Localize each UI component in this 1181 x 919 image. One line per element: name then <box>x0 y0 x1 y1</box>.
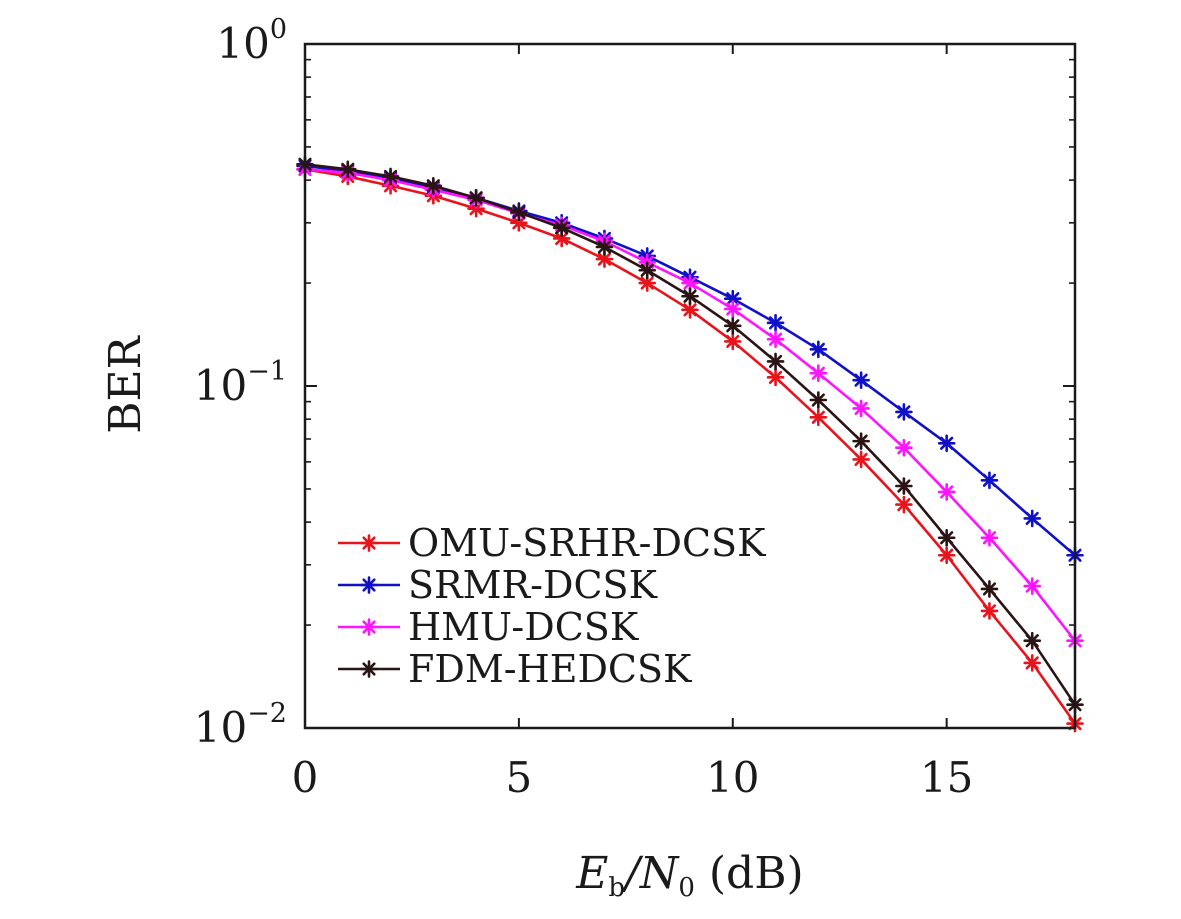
x-tick-label: 5 <box>506 753 533 802</box>
series-omu-srhr-dcsk <box>296 160 1084 733</box>
data-point <box>937 483 956 501</box>
data-point <box>766 368 785 387</box>
legend-label: FDM-HEDCSK <box>408 647 692 691</box>
x-tick-label: 10 <box>706 753 759 802</box>
legend-item: HMU-DCSK <box>338 605 639 649</box>
legend-marker <box>360 576 378 594</box>
data-point <box>980 471 999 490</box>
legend-item: FDM-HEDCSK <box>338 647 692 691</box>
y-ticks: 100 10−1 10−2 <box>194 14 1075 752</box>
data-point <box>809 391 828 409</box>
data-point <box>595 238 614 256</box>
y-axis-label: BER <box>100 334 151 433</box>
data-point <box>723 316 742 335</box>
x-axis-label-tail: (dB) <box>695 848 804 899</box>
data-point <box>1023 631 1042 650</box>
data-point <box>723 300 742 318</box>
data-point <box>809 340 828 359</box>
data-point <box>980 528 999 547</box>
data-point <box>809 408 828 427</box>
x-ticks: 0 5 10 15 <box>292 44 973 802</box>
legend-label: HMU-DCSK <box>408 605 639 649</box>
legend-item: SRMR-DCSK <box>338 563 658 607</box>
data-point <box>980 602 999 620</box>
series-line <box>304 164 1076 557</box>
data-point <box>766 330 785 349</box>
plot-frame <box>303 42 1077 730</box>
data-point <box>381 167 400 186</box>
data-point <box>852 450 870 469</box>
x-axis-label: Eb/N0 (dB) <box>575 848 803 903</box>
data-point <box>852 371 870 389</box>
series-layer <box>296 155 1084 733</box>
data-point <box>766 314 785 332</box>
data-point <box>809 364 828 383</box>
data-point <box>852 399 870 418</box>
y-tick-label: 10−2 <box>194 698 287 752</box>
data-point <box>895 403 913 421</box>
data-point <box>1023 577 1042 595</box>
data-point <box>1023 509 1042 528</box>
x-axis-label-sub1: b <box>608 873 625 903</box>
x-axis-label-mid: /N <box>621 848 680 899</box>
data-point <box>638 274 657 292</box>
legend-item: OMU-SRHR-DCSK <box>338 521 766 565</box>
data-point <box>980 580 999 598</box>
data-point <box>895 438 913 457</box>
data-point <box>638 261 657 280</box>
data-point <box>552 229 571 248</box>
y-tick-label: 10−1 <box>194 356 287 410</box>
series-srmr-dcsk <box>296 157 1084 565</box>
data-point <box>467 189 485 207</box>
x-tick-label: 15 <box>920 753 973 802</box>
data-point <box>852 432 870 450</box>
data-point <box>937 546 956 565</box>
data-point <box>895 477 913 495</box>
x-axis-label-main: E <box>575 848 608 899</box>
x-tick-label: 0 <box>292 753 319 802</box>
data-point <box>552 219 571 237</box>
data-point <box>937 528 956 547</box>
data-point <box>766 352 785 371</box>
legend-marker <box>360 534 378 552</box>
y-tick-label: 100 <box>216 14 287 68</box>
data-point <box>424 176 443 195</box>
data-point <box>937 434 956 453</box>
data-point <box>338 160 357 179</box>
legend-label: SRMR-DCSK <box>408 563 658 607</box>
x-axis-label-sub2: 0 <box>678 873 695 903</box>
legend-marker <box>360 660 378 678</box>
legend-label: OMU-SRHR-DCSK <box>408 521 766 565</box>
series-fdm-hedcsk <box>296 155 1084 714</box>
data-point <box>723 332 742 351</box>
data-point <box>681 287 699 306</box>
data-point <box>510 203 528 222</box>
data-point <box>895 495 913 514</box>
legend-marker <box>360 618 378 636</box>
data-point <box>1023 654 1042 672</box>
